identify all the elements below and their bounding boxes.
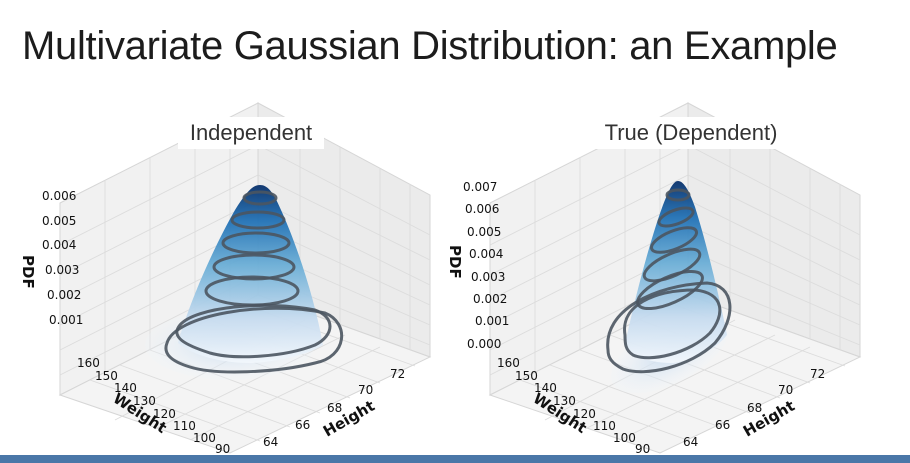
weight-tick: 140 <box>534 381 557 395</box>
z-tick: 0.000 <box>467 337 501 351</box>
plot-title: Independent <box>190 120 312 145</box>
weight-tick: 150 <box>515 369 538 383</box>
pdf-surface <box>625 181 727 363</box>
z-tick: 0.005 <box>42 214 76 228</box>
height-tick: 68 <box>327 401 342 415</box>
z-tick: 0.006 <box>465 202 499 216</box>
weight-tick: 160 <box>497 356 520 370</box>
z-tick: 0.007 <box>463 180 497 194</box>
floor-contours <box>164 303 343 374</box>
z-tick: 0.001 <box>475 314 509 328</box>
height-tick: 66 <box>715 418 730 432</box>
height-tick: 72 <box>390 367 405 381</box>
weight-tick: 100 <box>193 431 216 445</box>
z-axis-ticks: 0.007 0.006 0.005 0.004 0.003 0.002 0.00… <box>463 180 509 351</box>
weight-tick: 130 <box>133 394 156 408</box>
independent-3d-plot: Independent 0.006 0.005 0.004 0.003 0.00… <box>19 102 432 456</box>
weight-tick: 120 <box>153 407 176 421</box>
dependent-3d-plot: True (Dependent) 0.007 0.006 0.005 0.004… <box>446 102 862 456</box>
bottom-progress-bar <box>0 455 910 463</box>
height-tick: 66 <box>295 418 310 432</box>
z-tick: 0.004 <box>469 247 503 261</box>
weight-tick: 90 <box>635 442 650 456</box>
z-tick: 0.003 <box>45 263 79 277</box>
z-tick: 0.003 <box>471 270 505 284</box>
weight-tick: 130 <box>553 394 576 408</box>
z-tick: 0.006 <box>42 189 76 203</box>
weight-tick: 160 <box>77 356 100 370</box>
z-tick: 0.002 <box>47 288 81 302</box>
weight-axis-ticks: 160 150 140 130 120 110 100 90 <box>497 356 650 456</box>
z-axis-label: PDF <box>19 255 37 289</box>
pdf-surface <box>178 185 323 363</box>
weight-axis-ticks: 160 150 140 130 120 110 100 90 <box>77 356 230 456</box>
weight-tick: 140 <box>114 381 137 395</box>
height-axis-ticks: 64 66 68 70 72 <box>683 367 825 449</box>
height-tick: 70 <box>358 383 373 397</box>
weight-tick: 110 <box>173 419 196 433</box>
plot-title-background <box>593 117 789 149</box>
height-axis-ticks: 64 66 68 70 72 <box>263 367 405 449</box>
height-tick: 64 <box>683 435 698 449</box>
plot-title: True (Dependent) <box>605 120 778 145</box>
z-axis-ticks: 0.006 0.005 0.004 0.003 0.002 0.001 <box>42 189 83 327</box>
slide-title: Multivariate Gaussian Distribution: an E… <box>22 24 838 68</box>
weight-tick: 110 <box>593 419 616 433</box>
z-tick: 0.004 <box>42 238 76 252</box>
z-tick: 0.002 <box>473 292 507 306</box>
height-tick: 72 <box>810 367 825 381</box>
z-tick: 0.005 <box>467 225 501 239</box>
height-tick: 68 <box>747 401 762 415</box>
weight-tick: 120 <box>573 407 596 421</box>
plot-title-background <box>178 117 324 149</box>
z-tick: 0.001 <box>49 313 83 327</box>
height-tick: 70 <box>778 383 793 397</box>
weight-tick: 150 <box>95 369 118 383</box>
floor-contours <box>606 281 732 374</box>
height-tick: 64 <box>263 435 278 449</box>
weight-tick: 90 <box>215 442 230 456</box>
z-axis-label: PDF <box>446 245 464 279</box>
weight-tick: 100 <box>613 431 636 445</box>
